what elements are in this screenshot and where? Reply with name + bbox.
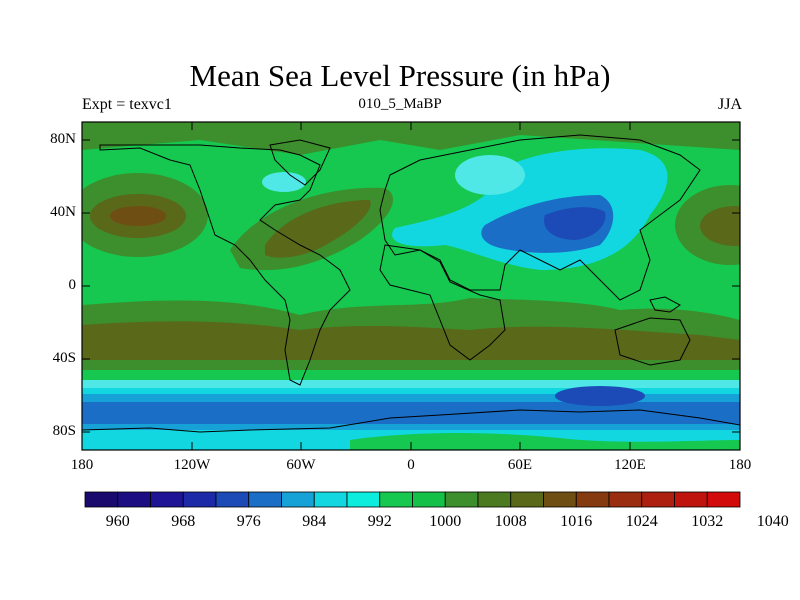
field-antarctic-green (350, 433, 740, 450)
colorbar-box (281, 491, 315, 508)
colorbar-box (84, 491, 119, 508)
pressure-field (82, 122, 740, 450)
colorbar-label: 1040 (756, 513, 789, 530)
colorbar-label: 976 (236, 513, 261, 530)
colorbar-box (248, 491, 282, 508)
lat-label-80s: 80S (52, 423, 76, 439)
field-asian-low-core (544, 207, 606, 240)
colorbar-box (674, 491, 708, 508)
lat-label-80n: 80N (50, 131, 76, 147)
colorbar (84, 491, 741, 508)
field-so-blue (82, 402, 740, 426)
americas-coast (99, 144, 351, 386)
colorbar-label: 960 (105, 513, 130, 530)
colorbar-label: 984 (302, 513, 327, 530)
colorbar-box (313, 491, 348, 508)
colorbar-box (575, 491, 610, 508)
colorbar-label: 992 (367, 513, 392, 530)
lat-label-40s: 40S (52, 350, 76, 366)
field-atlantic-high-core (265, 200, 371, 258)
eurasia-coast (379, 134, 701, 301)
colorbar-label: 1032 (691, 513, 724, 530)
colorbar-label: 1016 (560, 513, 593, 530)
australia-coast (614, 317, 691, 366)
colorbar-box (215, 491, 250, 508)
antarctica-coast (82, 409, 740, 433)
lon-label-60e: 60E (507, 457, 533, 473)
field-north-band (82, 122, 740, 155)
field-so-blue-light (82, 394, 740, 404)
lat-label-40n: 40N (50, 204, 76, 220)
field-so-blue-edge (82, 424, 740, 432)
colorbar-box (150, 491, 184, 508)
colorbar-label: 1008 (494, 513, 527, 530)
lat-label-eq: 0 (68, 277, 77, 293)
greenland-coast (269, 139, 331, 186)
field-so-low-core (555, 386, 645, 406)
colorbar-label: 968 (171, 513, 196, 530)
colorbar-box (608, 491, 643, 508)
colorbar-box (706, 491, 741, 508)
colorbar-label: 1000 (429, 513, 462, 530)
colorbar-box (182, 491, 217, 508)
lon-label-60w: 60W (286, 457, 316, 473)
lon-label-180w: 180 (70, 457, 94, 473)
maritime-coast (649, 296, 681, 313)
colorbar-box (412, 491, 446, 508)
colorbar-box (117, 491, 151, 508)
coastlines (82, 134, 740, 433)
field-so-green (82, 370, 740, 382)
colorbar-box (346, 491, 381, 508)
colorbar-box (477, 491, 512, 508)
africa-coast (379, 244, 506, 361)
field-so-cyan-light (82, 380, 740, 390)
field-pacific-high-core (110, 206, 166, 226)
colorbar-box (510, 491, 544, 508)
period-label: 010_5_MaBP (358, 96, 442, 112)
colorbar-box (543, 491, 577, 508)
map-title: Mean Sea Level Pressure (in hPa) (189, 58, 611, 93)
field-greenland-spot (262, 172, 306, 192)
lon-label-120w: 120W (173, 457, 211, 473)
experiment-label: Expt = texvc1 (82, 96, 172, 113)
field-east-pacific-high-core (700, 206, 740, 246)
lon-label-0: 0 (407, 457, 415, 473)
field-so-cyan (82, 388, 740, 396)
field-southern-high-core (82, 321, 740, 360)
colorbar-label: 1024 (625, 513, 658, 530)
colorbar-box (641, 491, 675, 508)
axis-ticks (81, 122, 741, 450)
colorbar-box (379, 491, 413, 508)
field-europe-spot (455, 155, 525, 195)
lon-label-180e: 180 (728, 457, 752, 473)
season-label: JJA (717, 96, 742, 113)
colorbar-box (444, 491, 479, 508)
lon-label-120e: 120E (614, 457, 646, 473)
